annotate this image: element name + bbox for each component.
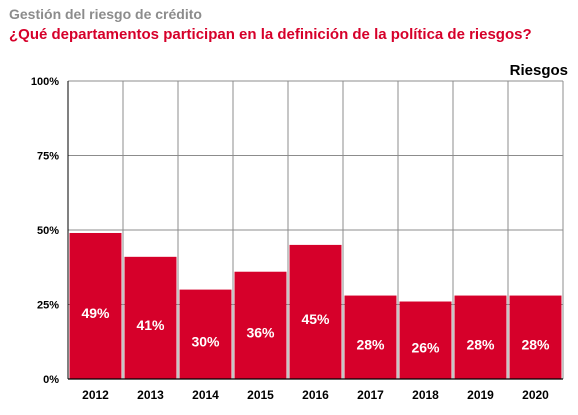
chart-title: ¿Qué departamentos participan en la defi… [9,26,532,43]
bar [124,256,177,379]
bar-data-label: 41% [136,317,165,333]
x-tick-label: 2015 [247,388,274,402]
bar-data-label: 49% [81,305,110,321]
x-tick-label: 2018 [412,388,439,402]
bar-data-label: 28% [356,336,385,352]
x-tick-label: 2016 [302,388,329,402]
y-tick-label: 100% [31,76,59,88]
y-tick-label: 0% [43,374,59,386]
x-tick-label: 2019 [467,388,494,402]
chart-kicker: Gestión del riesgo de crédito [9,6,202,22]
x-tick-label: 2020 [522,388,549,402]
bar [69,232,122,379]
x-tick-label: 2017 [357,388,384,402]
x-tick-label: 2013 [137,388,164,402]
y-tick-label: 50% [37,225,59,237]
bar [344,295,397,379]
bar-data-label: 28% [466,336,495,352]
bar-data-label: 30% [191,333,220,349]
x-tick-label: 2014 [192,388,219,402]
bar [289,244,342,379]
bar [179,289,232,379]
bar-data-label: 45% [301,311,330,327]
bar [399,301,452,379]
bar [454,295,507,379]
series-label: Riesgos [509,62,568,79]
bar-data-label: 36% [246,324,275,340]
bar [234,271,287,379]
y-tick-label: 25% [37,300,59,312]
bar-data-label: 28% [521,336,550,352]
y-tick-label: 75% [37,151,59,163]
bar [509,295,562,379]
bar-data-label: 26% [411,339,440,355]
x-tick-label: 2012 [82,388,109,402]
